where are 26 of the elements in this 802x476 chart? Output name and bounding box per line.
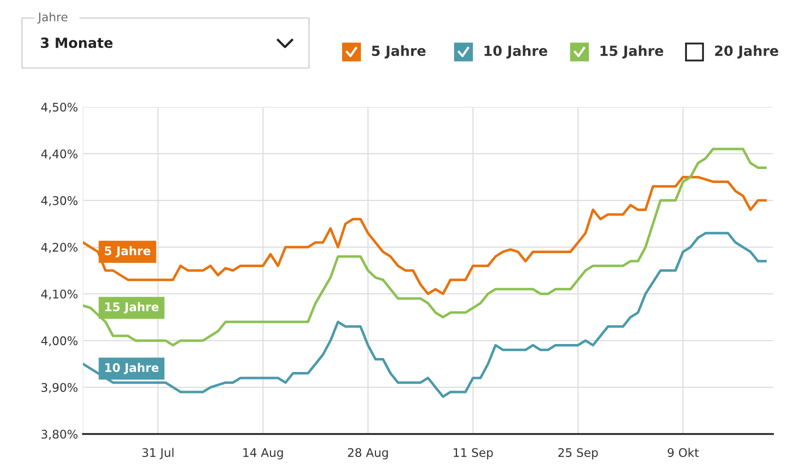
line-series — [83, 232, 767, 398]
text: Jahre — [37, 12, 68, 24]
x-tick-label: 11 Sep — [454, 448, 493, 460]
legend-label: 10 Jahre — [484, 45, 548, 59]
text: 10 Jahre — [105, 362, 159, 374]
text: 15 Jahre — [105, 302, 159, 314]
y-tick-label: 4,20% — [41, 242, 78, 253]
legend-label: 20 Jahre — [715, 45, 778, 59]
y-tick-label: 4,00% — [41, 336, 78, 346]
y-tick-label: 3,90% — [42, 383, 78, 394]
line-series — [83, 148, 767, 346]
y-tick-label: 4,40% — [41, 149, 78, 160]
y-tick-label: 4,30% — [41, 196, 78, 206]
x-tick-label: 31 Jul — [142, 448, 174, 460]
text: 3 Monate — [40, 38, 113, 48]
x-tick-label: 9 Okt — [668, 448, 699, 458]
y-tick-label: 3,80% — [42, 430, 78, 440]
text: 5 Jahre — [104, 246, 150, 258]
x-tick-label: 25 Sep — [558, 448, 598, 460]
y-tick-label: 4,50% — [41, 102, 78, 113]
legend-label: 5 Jahre — [372, 45, 426, 59]
y-tick-label: 4,10% — [41, 290, 78, 300]
x-tick-label: 14 Aug — [243, 448, 283, 460]
legend-label: 15 Jahre — [600, 45, 664, 59]
x-tick-label: 28 Aug — [348, 448, 388, 460]
line-series — [83, 176, 767, 296]
